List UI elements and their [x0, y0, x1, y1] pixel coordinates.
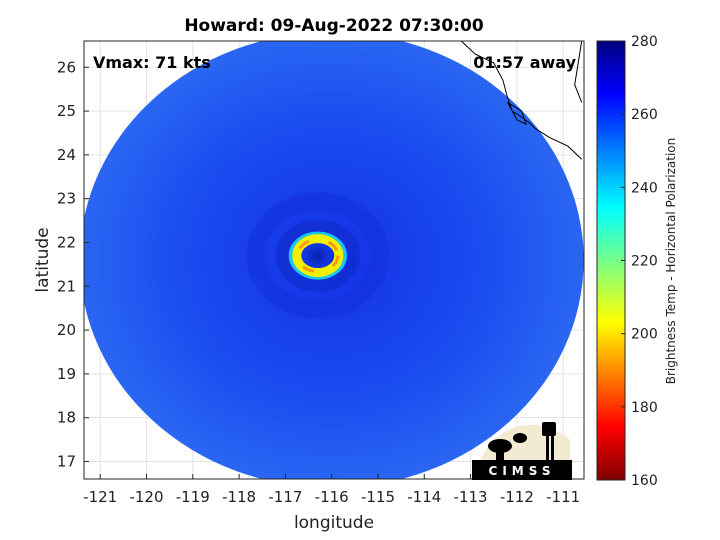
- x-tick-label: -112: [500, 488, 534, 506]
- x-tick-label: -117: [268, 488, 302, 506]
- axes-frame: [83, 40, 585, 480]
- x-tick-label: -116: [315, 488, 349, 506]
- eye: [305, 244, 330, 267]
- time-away-annotation: 01:57 away: [473, 53, 576, 72]
- colorbar-tick-label: 280: [631, 34, 658, 50]
- microwave-swath: [84, 41, 584, 479]
- y-tick-label: 22: [57, 233, 76, 251]
- colorbar-tick-label: 260: [631, 107, 658, 123]
- colorbar-tick-label: 220: [631, 254, 658, 270]
- colorbar-tick-label: 160: [631, 473, 658, 489]
- eyewall-core: [296, 238, 340, 274]
- colorbar-tick-label: 200: [631, 327, 658, 343]
- x-tick-label: -111: [546, 488, 580, 506]
- y-tick-label: 19: [57, 365, 76, 383]
- y-tick-label: 21: [57, 277, 76, 295]
- x-tick-label: -118: [222, 488, 256, 506]
- logo-band: [472, 460, 572, 480]
- cimss-logo: CIMSS: [472, 422, 572, 480]
- x-tick-label: -120: [129, 488, 163, 506]
- y-tick-label: 25: [57, 102, 76, 120]
- outer-rain-band: [246, 192, 389, 319]
- colorbar-tick-label: 240: [631, 180, 658, 196]
- logo-dish-stand: [496, 446, 504, 460]
- y-tick-label: 17: [57, 452, 76, 470]
- logo-text: CIMSS: [489, 464, 556, 478]
- y-ticks: 17 18 19 20 21 22 23 24 25 26: [57, 58, 89, 470]
- colorbar-label: Brightness Temp - Horizontal Polarizatio…: [664, 138, 678, 385]
- x-tick-label: -113: [454, 488, 488, 506]
- y-tick-label: 20: [57, 321, 76, 339]
- x-tick-label: -121: [83, 488, 117, 506]
- logo-tower-leg: [546, 436, 549, 460]
- y-tick-label: 24: [57, 146, 76, 164]
- x-ticks: -121 -120 -119 -118 -117 -116 -115 -114 -113 -112…: [83, 474, 580, 506]
- chart-title: Howard: 09-Aug-2022 07:30:00: [184, 16, 484, 36]
- x-tick-label: -114: [407, 488, 441, 506]
- x-axis-label: longitude: [294, 513, 374, 533]
- baja-coastline: [460, 41, 583, 160]
- colorbar-ticks: 160 180 200 220 240 260 280: [621, 34, 658, 489]
- x-tick-label: -115: [361, 488, 395, 506]
- vmax-annotation: Vmax: 71 kts: [93, 53, 211, 72]
- inner-rain-band: [275, 219, 360, 292]
- logo-tower-icon: [542, 422, 556, 436]
- y-tick-label: 23: [57, 190, 76, 208]
- x-tick-label: -119: [176, 488, 210, 506]
- colorbar-tick-label: 180: [631, 400, 658, 416]
- logo-tower-leg: [551, 436, 554, 460]
- y-tick-label: 26: [57, 58, 76, 76]
- logo-dish-small-icon: [513, 433, 527, 443]
- y-tick-label: 18: [57, 409, 76, 427]
- y-axis-label: latitude: [33, 227, 53, 292]
- colorbar: [596, 40, 626, 481]
